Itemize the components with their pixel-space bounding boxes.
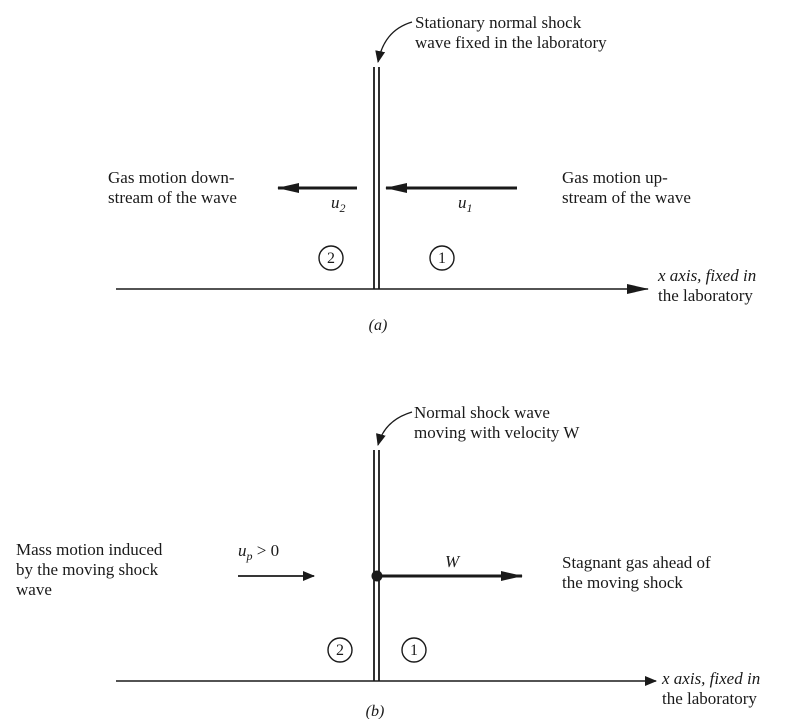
panel-a-shock-leader bbox=[375, 21, 413, 63]
panel-b-region-2-circle bbox=[327, 637, 353, 663]
panel-a-shock-label-line1: Stationary normal shock bbox=[415, 13, 582, 32]
panel-a-axis-label-line2: the laboratory bbox=[658, 286, 753, 305]
panel-a-upstream-label-line1: Gas motion up- bbox=[562, 168, 668, 187]
panel-b-mass-motion-label-line2: by the moving shock bbox=[16, 560, 159, 579]
panel-b-shock-leader bbox=[376, 411, 413, 446]
panel-a-downstream-label-line2: stream of the wave bbox=[108, 188, 237, 207]
panel-b-axis-label-line1: x axis, fixed in bbox=[661, 669, 760, 688]
panel-a-shock-label-line2: wave fixed in the laboratory bbox=[415, 33, 607, 52]
panel-b-mass-motion-label-line1: Mass motion induced bbox=[16, 540, 163, 559]
panel-b-shock-label-line2: moving with velocity W bbox=[414, 423, 580, 442]
panel-a-axis-label-line1: x axis, fixed in bbox=[657, 266, 756, 285]
panel-b-w-label: W bbox=[445, 552, 461, 571]
panel-a-region-2-circle bbox=[318, 245, 344, 271]
panel-b: Normal shock wave moving with velocity W… bbox=[16, 403, 760, 719]
panel-b-shock-label-line1: Normal shock wave bbox=[414, 403, 550, 422]
panel-a-u2-label: u2 bbox=[331, 193, 346, 215]
panel-a-region-2-label: 2 bbox=[327, 250, 335, 267]
panel-b-caption: (b) bbox=[366, 703, 385, 719]
panel-b-region-1-circle bbox=[401, 637, 427, 663]
panel-b-stagnant-label-line2: the moving shock bbox=[562, 573, 683, 592]
panel-a: Stationary normal shock wave fixed in th… bbox=[108, 13, 756, 334]
panel-b-stagnant-label-line1: Stagnant gas ahead of bbox=[562, 553, 711, 572]
panel-b-region-1-label: 1 bbox=[410, 642, 418, 659]
panel-b-up-label: up > 0 bbox=[238, 541, 279, 563]
panel-a-region-1-label: 1 bbox=[438, 250, 446, 267]
panel-a-region-1-circle bbox=[429, 245, 455, 271]
panel-a-upstream-label-line2: stream of the wave bbox=[562, 188, 691, 207]
panel-b-axis-label-line2: the laboratory bbox=[662, 689, 757, 708]
panel-b-mass-motion-label-line3: wave bbox=[16, 580, 52, 599]
panel-a-caption: (a) bbox=[369, 317, 388, 334]
panel-b-region-2-label: 2 bbox=[336, 642, 344, 659]
panel-a-u1-label: u1 bbox=[458, 193, 473, 215]
panel-a-downstream-label-line1: Gas motion down- bbox=[108, 168, 235, 187]
